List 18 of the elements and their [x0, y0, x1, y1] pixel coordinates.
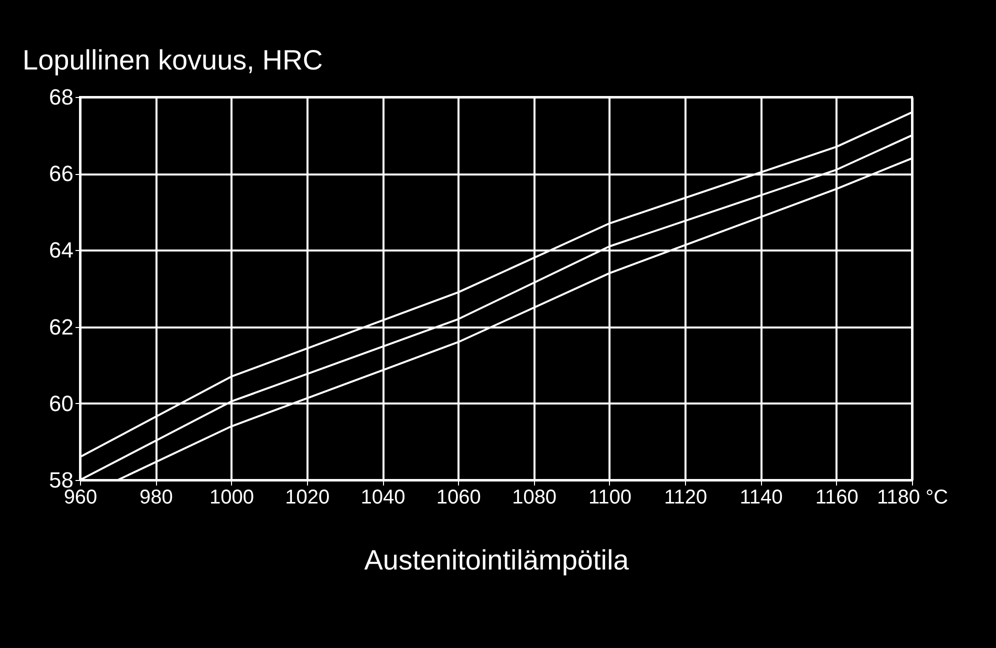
- x-tick-label: 1000: [210, 486, 254, 508]
- x-axis-title: Austenitointilämpötila: [364, 544, 630, 576]
- x-tick-label: 1160: [815, 486, 858, 508]
- x-tick-label: 1040: [360, 486, 406, 508]
- x-tick-label: 1080: [512, 486, 557, 508]
- y-axis-title: Lopullinen kovuus, HRC: [22, 44, 323, 76]
- y-tick-label: 66: [49, 161, 74, 186]
- x-tick-label: 1120: [664, 486, 708, 508]
- x-tick-label: 1060: [436, 486, 481, 508]
- y-tick-label: 62: [49, 314, 74, 340]
- x-tick-label: 1180 °C: [876, 486, 948, 508]
- x-tick-label: 1100: [588, 486, 632, 508]
- y-tick-label: 68: [49, 84, 74, 110]
- y-tick-label: 64: [49, 238, 74, 263]
- x-tick-label: 1020: [285, 486, 330, 508]
- x-tick-label: 980: [139, 486, 173, 508]
- y-tick-label: 60: [49, 390, 74, 416]
- x-tick-label: 1140: [740, 486, 783, 508]
